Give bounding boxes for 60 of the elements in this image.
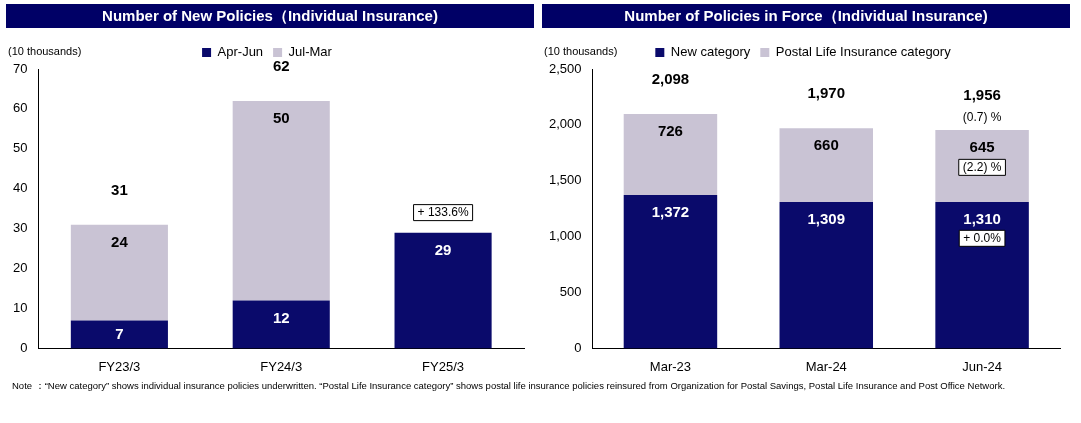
y-tick-label: 500 [559, 284, 582, 300]
y-tick-label: 1,500 [548, 172, 582, 188]
bar [935, 201, 1029, 349]
chart-title: Number of New Policies（Individual Insurance) [6, 4, 534, 28]
annotation: + 0.0% [963, 230, 1002, 245]
total-label: 1,970 [807, 84, 846, 102]
bar [394, 232, 492, 349]
y-axis-title: (10 thousands) [544, 45, 618, 57]
data-label: 7 [115, 324, 124, 342]
bar [232, 300, 330, 349]
data-label: 1,309 [807, 210, 846, 228]
data-label: 645 [969, 138, 995, 156]
total-label: 2,098 [651, 69, 690, 87]
y-tick-label: 0 [20, 339, 28, 355]
x-tick-label: Mar-23 [649, 358, 692, 374]
y-tick-label: 2,000 [548, 116, 582, 132]
y-tick-label: 10 [12, 300, 28, 316]
bar [232, 100, 330, 301]
y-axis-title: (10 thousands) [8, 45, 82, 57]
total-label: 62 [272, 56, 290, 74]
annotation: + 133.6% [417, 204, 469, 219]
y-tick-label: 20 [12, 260, 28, 276]
x-tick-label: Jun-24 [962, 358, 1002, 374]
total-label: 1,956 [963, 85, 1001, 103]
data-label: 1,372 [651, 203, 690, 221]
bar [623, 195, 718, 349]
y-tick-label: 1,000 [548, 228, 582, 244]
bar [623, 113, 718, 196]
legend-label: New category [670, 44, 751, 60]
bar [779, 128, 874, 203]
y-tick-label: 2,500 [548, 60, 582, 76]
data-label: 50 [272, 109, 290, 127]
total-label: 31 [111, 180, 128, 198]
bar [779, 202, 874, 349]
data-label: 660 [813, 136, 839, 154]
annotation: (0.7) % [962, 109, 1002, 124]
x-tick-label: FY23/3 [98, 358, 141, 374]
x-tick-label: Mar-24 [805, 358, 847, 374]
y-tick-label: 70 [12, 60, 28, 76]
legend-label: Jul-Mar [288, 44, 333, 60]
y-tick-label: 50 [12, 140, 28, 156]
y-tick-label: 0 [574, 339, 582, 355]
legend-label: Postal Life Insurance category [775, 44, 952, 60]
data-label: 12 [272, 308, 290, 326]
x-tick-label: FY25/3 [422, 358, 465, 374]
data-label: 24 [111, 232, 129, 250]
annotation: (2.2) % [962, 159, 1002, 174]
bar [70, 320, 168, 349]
y-tick-label: 30 [12, 220, 28, 236]
bar [70, 224, 168, 321]
chart-title: Number of Policies in Force（Individual Insurance) [542, 4, 1070, 28]
data-label: 29 [434, 240, 452, 258]
y-tick-label: 60 [12, 100, 28, 116]
legend-label: Apr-Jun [217, 44, 264, 60]
bar [935, 129, 1029, 202]
data-label: 726 [657, 122, 683, 140]
text: Note ：“New category” shows individual insurance policies underwritten. “Postal Life Insurance category” shows postal life insurance policies reinsured from Organization for Postal Savings, Postal Life Insurance and Post Office Network. [12, 380, 1007, 392]
data-label: 1,310 [963, 210, 1001, 228]
x-tick-label: FY24/3 [260, 358, 303, 374]
y-tick-label: 40 [12, 180, 28, 196]
